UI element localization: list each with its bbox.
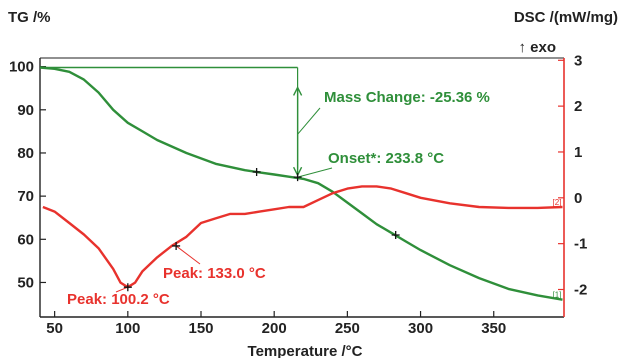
mass-change-annotation: Mass Change: -25.36 % [324,89,490,106]
tg-curve-marker: [1] [553,291,562,300]
peak-marker [172,241,181,250]
onset-marker [293,173,302,182]
x-tick-label: 250 [335,320,360,337]
x-tick-label: 100 [115,320,140,337]
dsc-curve [42,185,563,289]
x-tick-label: 150 [188,320,213,337]
y-left-tick-label: 90 [17,102,34,119]
mass-change-leader-line [297,107,321,135]
y-right-axis-sublabel: ↑ exo [518,39,556,56]
y-right-tick-label: 1 [574,144,582,161]
y-left-tick-label: 100 [9,59,34,76]
y-left-tick-label: 70 [17,188,34,205]
tg-point-marker [252,167,261,176]
x-tick-label: 350 [481,320,506,337]
y-left-tick-label: 50 [17,274,34,291]
peak-133-annotation: Peak: 133.0 °C [163,265,266,282]
y-right-tick-label: -1 [574,236,587,253]
peak-marker [123,283,132,292]
peak-100-leader-line [115,286,129,293]
y-right-tick-label: -2 [574,281,587,298]
x-tick-label: 200 [262,320,287,337]
y-left-axis-title: TG /% [8,9,51,26]
y-right-axis-title: DSC /(mW/mg) [514,9,618,26]
onset-leader-line [297,167,333,178]
y-right-tick-label: 2 [574,98,582,115]
tg-curve [39,66,563,301]
mass-change-arrow-up [292,85,303,96]
peak-100-annotation: Peak: 100.2 °C [67,291,170,308]
y-left-tick-label: 80 [17,145,34,162]
tg-point-marker [391,230,400,239]
peak-133-leader-line [175,245,201,265]
dsc-curve-marker: [2] [553,198,562,207]
x-tick-label: 50 [46,320,63,337]
onset-annotation: Onset*: 233.8 °C [328,150,444,167]
y-right-tick-label: 3 [574,52,582,69]
x-axis-title: Temperature /°C [248,343,363,358]
x-tick-label: 300 [408,320,433,337]
y-right-tick-label: 0 [574,190,582,207]
y-left-tick-label: 60 [17,231,34,248]
